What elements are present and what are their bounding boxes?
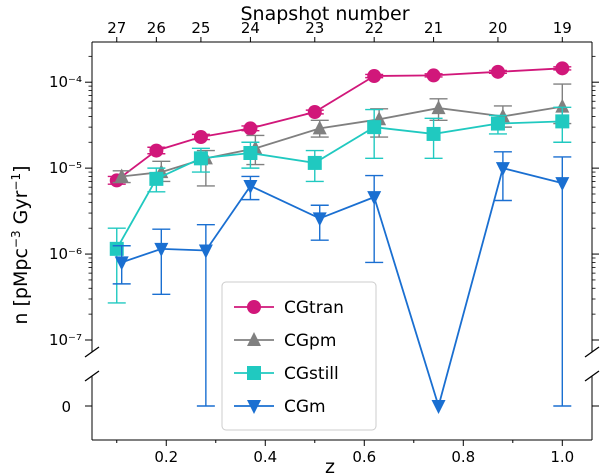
top-tick-label: 21 <box>424 19 443 37</box>
data-point <box>307 155 322 170</box>
data-point <box>367 69 382 84</box>
axis-break-mark <box>584 346 600 358</box>
legend: CGtran CGpm CGstill CGm <box>221 281 377 431</box>
data-point <box>114 168 129 183</box>
data-point <box>367 191 382 206</box>
top-tick-label: 19 <box>553 19 572 37</box>
y-axis-title-main: n [pMpc <box>10 248 32 324</box>
x-tick-label: 1.0 <box>550 448 574 466</box>
top-axis-title: Snapshot number <box>240 3 409 25</box>
data-point <box>114 256 129 271</box>
top-tick-label: 23 <box>305 19 324 37</box>
data-point <box>193 130 208 145</box>
x-tick-label: 0.2 <box>154 448 178 466</box>
data-point <box>495 162 510 177</box>
legend-entry: CGm <box>234 397 326 417</box>
legend-marker <box>247 400 261 414</box>
x-tick-label: 0.8 <box>451 448 475 466</box>
y-axis-title: n [pMpc−3 Gyr−1] <box>9 165 32 324</box>
legend-label: CGm <box>284 397 326 417</box>
top-tick-label: 27 <box>107 19 126 37</box>
data-point <box>367 120 382 135</box>
data-point <box>307 104 322 119</box>
series-CGstill <box>107 106 572 304</box>
data-point <box>490 64 505 79</box>
top-tick-label: 24 <box>241 19 260 37</box>
data-point <box>243 145 258 160</box>
data-point <box>154 242 169 257</box>
data-point <box>426 126 441 141</box>
legend-marker <box>247 366 261 380</box>
y-axis-title-unit: Gyr <box>10 190 32 230</box>
y-tick-label: 10⁻⁶ <box>49 245 82 263</box>
data-point <box>198 244 213 259</box>
data-point <box>555 61 570 76</box>
data-point <box>312 120 327 135</box>
top-tick-label: 22 <box>365 19 384 37</box>
series-CGm <box>112 151 572 414</box>
data-point <box>490 116 505 131</box>
y-axis-title-close: ] <box>10 165 32 172</box>
legend-entry: CGstill <box>234 364 339 384</box>
y-tick-label: 10⁻⁴ <box>49 73 82 91</box>
legend-marker <box>247 332 261 346</box>
data-point <box>312 212 327 227</box>
axes-layer: 0.2 0.4 0.6 0.8 1.0 27 26 25 24 23 22 21 20 19 10⁻⁷ 10⁻… <box>49 19 600 466</box>
y-axis-title-exp1: −3 <box>9 230 23 248</box>
legend-marker <box>247 300 261 314</box>
series-line <box>115 120 563 250</box>
legend-entry: CGpm <box>234 331 336 351</box>
y-tick-label: 10⁻⁷ <box>49 331 82 349</box>
data-point <box>243 179 258 194</box>
legend-label: CGtran <box>284 298 344 318</box>
data-point <box>431 100 446 115</box>
data-point <box>193 151 208 166</box>
legend-label: CGstill <box>284 364 339 384</box>
y-tick-label: 10⁻⁵ <box>49 159 82 177</box>
axis-break-mark <box>84 370 100 382</box>
data-point <box>555 114 570 129</box>
legend-box <box>221 281 377 431</box>
axis-break-mark <box>584 370 600 382</box>
axis-break-mark <box>84 346 100 358</box>
data-point <box>426 68 441 83</box>
data-point <box>149 143 164 158</box>
series-layer <box>107 61 572 414</box>
top-tick-label: 25 <box>191 19 210 37</box>
data-point <box>149 171 164 186</box>
zero-tick-label: 0 <box>61 398 71 416</box>
top-tick-label: 20 <box>488 19 507 37</box>
data-point <box>431 400 446 414</box>
legend-entry: CGtran <box>234 298 344 318</box>
x-tick-label: 0.4 <box>253 448 277 466</box>
data-point <box>243 121 258 136</box>
y-axis-title-exp2: −1 <box>9 173 23 191</box>
x-axis-title: z <box>325 456 335 476</box>
data-point <box>555 177 570 192</box>
legend-label: CGpm <box>284 331 336 351</box>
data-point <box>555 98 570 113</box>
top-tick-label: 26 <box>147 19 166 37</box>
x-tick-label: 0.6 <box>352 448 376 466</box>
